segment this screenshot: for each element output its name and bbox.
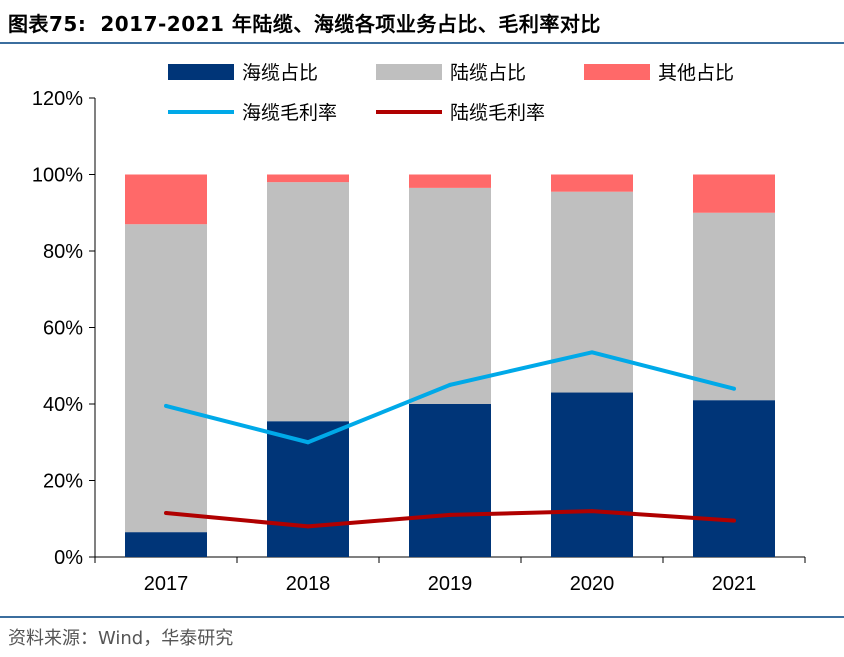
chart-title: 图表75: 2017-2021 年陆缆、海缆各项业务占比、毛利率对比	[8, 8, 615, 37]
bottom-divider	[0, 616, 844, 618]
figure-title: 2017-2021 年陆缆、海缆各项业务占比、毛利率对比	[100, 12, 601, 36]
bar-segment-land-share	[409, 187, 491, 404]
bar-segment-land-share	[693, 212, 775, 401]
x-tick-label: 2020	[570, 573, 615, 595]
bar-segment-other-share	[267, 174, 349, 183]
legend-swatch	[584, 64, 650, 80]
bar-segment-other-share	[693, 174, 775, 213]
x-tick-label: 2018	[286, 573, 331, 595]
land-margin-point	[732, 518, 736, 523]
legend-label: 陆缆占比	[450, 62, 526, 84]
submarine-margin-point	[448, 382, 452, 387]
land-margin-point	[590, 509, 594, 514]
submarine-margin-point	[590, 350, 594, 355]
y-tick-label: 40%	[43, 394, 83, 416]
land-margin-point	[306, 524, 310, 529]
x-tick-label: 2019	[428, 573, 473, 595]
figure-number: 图表75:	[8, 12, 87, 36]
bar-segment-submarine-share	[551, 392, 633, 557]
legend-swatch	[376, 64, 442, 80]
y-tick-label: 0%	[54, 547, 83, 569]
bar-segment-submarine-share	[125, 532, 207, 557]
source-note: 资料来源：Wind，华泰研究	[8, 628, 234, 649]
top-divider	[0, 42, 844, 44]
bar-segment-land-share	[267, 182, 349, 422]
x-tick-label: 2021	[712, 573, 757, 595]
legend-label: 陆缆毛利率	[450, 102, 545, 124]
submarine-margin-point	[164, 403, 168, 408]
bar-segment-submarine-share	[409, 404, 491, 557]
bar-segment-land-share	[125, 224, 207, 533]
y-tick-label: 20%	[43, 471, 83, 493]
submarine-margin-point	[732, 386, 736, 391]
x-tick-label: 2017	[144, 573, 189, 595]
legend-label: 海缆占比	[242, 62, 318, 84]
y-tick-label: 100%	[32, 165, 83, 187]
legend-label: 其他占比	[658, 62, 734, 84]
legend-swatch	[168, 64, 234, 80]
bar-segment-submarine-share	[693, 400, 775, 557]
y-tick-label: 80%	[43, 241, 83, 263]
bar-segment-other-share	[409, 174, 491, 188]
legend-label: 海缆毛利率	[242, 102, 337, 124]
land-margin-point	[164, 511, 168, 516]
bar-segment-land-share	[551, 191, 633, 393]
land-margin-point	[448, 512, 452, 517]
chart: 0% 20% 40% 60% 80% 100% 120% 2017 2018 2019 2020 20…	[32, 62, 806, 595]
y-tick-label: 60%	[43, 318, 83, 340]
bar-segment-other-share	[125, 174, 207, 225]
bar-segment-other-share	[551, 174, 633, 192]
submarine-margin-point	[306, 440, 310, 445]
y-tick-label: 120%	[32, 88, 83, 110]
